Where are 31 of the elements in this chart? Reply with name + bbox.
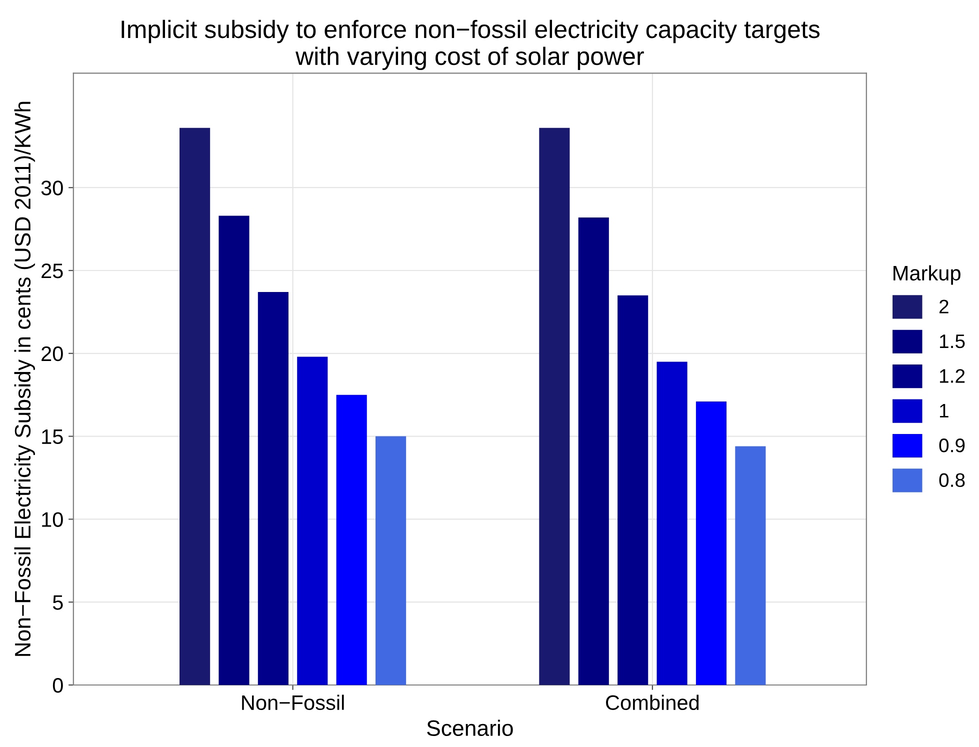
bar — [180, 128, 210, 685]
bar — [539, 128, 570, 685]
y-tick-label: 10 — [42, 512, 63, 527]
y-tick-label: 15 — [42, 430, 63, 444]
chart-title: Implicit subsidy to enforce non−fossil electricity capacity targets with varying cost of solar power — [122, 20, 820, 70]
legend-title: Markup — [894, 265, 960, 285]
bar — [735, 446, 766, 685]
y-tick-label: 25 — [42, 264, 63, 278]
y-tick-label: 30 — [41, 180, 63, 196]
y-tick-label: 0 — [52, 678, 63, 693]
y-tick-label: 5 — [52, 595, 63, 610]
legend-label: 0.8 — [939, 473, 965, 488]
bar — [258, 292, 288, 685]
legend-label: 1.2 — [940, 369, 965, 383]
bar — [218, 216, 250, 685]
legend-label: 1 — [940, 404, 948, 418]
x-axis-title: Scenario — [427, 720, 513, 736]
y-tick-label: 20 — [42, 346, 63, 362]
bar — [297, 356, 328, 685]
legend-label: 2 — [939, 300, 948, 314]
x-tick-label: Combined — [606, 694, 699, 710]
bar — [696, 401, 727, 685]
bar — [578, 217, 609, 685]
bar — [336, 394, 367, 685]
bar — [618, 295, 648, 685]
y-axis-title: Non−Fossil Electricity Subsidy in cents (USD 2011)/KWh — [14, 102, 35, 656]
bar — [376, 436, 406, 685]
bar — [656, 362, 688, 685]
legend-label: 0.9 — [939, 438, 965, 452]
x-tick-label: Non−Fossil — [242, 694, 344, 710]
legend-label: 1.5 — [940, 334, 965, 348]
